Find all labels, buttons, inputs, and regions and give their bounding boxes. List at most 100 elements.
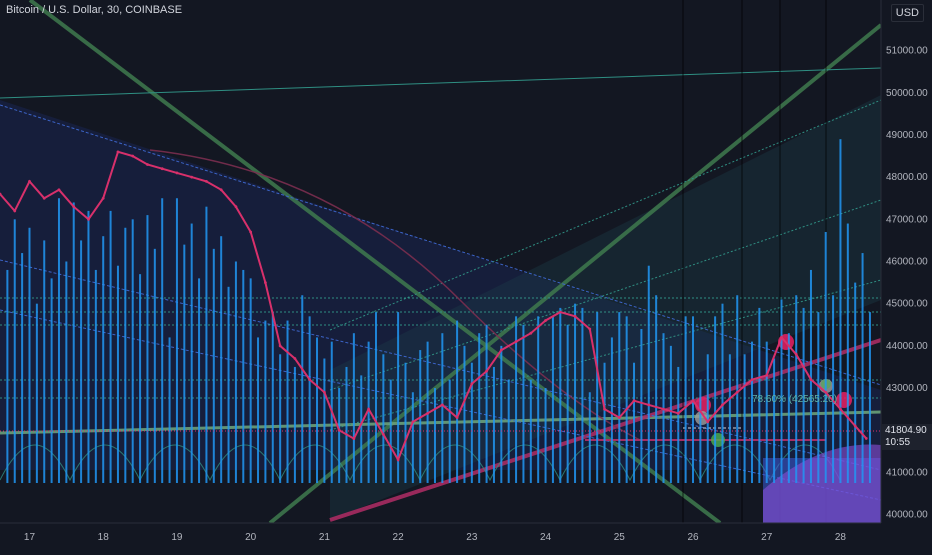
price-point-59 xyxy=(864,437,868,440)
x-tick-label: 23 xyxy=(466,532,478,543)
price-point-41 xyxy=(603,407,606,411)
y-tick-label: 44000.00 xyxy=(886,341,928,352)
y-tick-label: 43000.00 xyxy=(886,383,928,394)
histogram-bar-79 xyxy=(588,392,591,483)
price-point-29 xyxy=(426,411,429,415)
histogram-bar-43 xyxy=(323,358,326,483)
histogram-bar-102 xyxy=(758,307,761,483)
price-point-4 xyxy=(57,188,61,192)
histogram-bar-101 xyxy=(750,341,753,483)
histogram-bar-68 xyxy=(507,379,510,483)
price-point-28 xyxy=(411,420,415,424)
histogram-bar-87 xyxy=(647,265,650,483)
symbol-title[interactable]: Bitcoin / U.S. Dollar, 30, COINBASE xyxy=(6,4,183,16)
y-tick-label: 45000.00 xyxy=(886,299,928,310)
blue-channel-line-1 xyxy=(0,104,882,386)
histogram-bar-27 xyxy=(205,206,208,483)
y-axis[interactable]: 40000.0041000.0042000.0043000.0044000.00… xyxy=(886,46,928,521)
time-axis-background xyxy=(0,523,932,550)
price-point-10 xyxy=(146,163,149,166)
histogram-bar-3 xyxy=(28,227,31,483)
histogram-bar-104 xyxy=(773,358,776,483)
histogram-bar-24 xyxy=(183,244,186,483)
histogram-bar-111 xyxy=(824,231,827,483)
position-box-purple xyxy=(763,444,881,523)
price-point-13 xyxy=(190,175,194,179)
histogram-bar-80 xyxy=(596,312,599,483)
histogram-bar-13 xyxy=(102,236,105,483)
fib-level-label: 78.60% (42565.20) xyxy=(752,394,838,405)
histogram-bar-64 xyxy=(478,333,481,483)
price-point-2 xyxy=(28,179,31,183)
price-point-43 xyxy=(632,399,636,403)
price-point-35 xyxy=(514,340,518,344)
histogram-bar-58 xyxy=(433,388,436,483)
histogram-bar-31 xyxy=(234,261,237,483)
histogram-bar-2 xyxy=(21,253,24,483)
histogram-bar-38 xyxy=(286,320,289,483)
histogram-bar-34 xyxy=(257,337,260,483)
teal-channel-line-3 xyxy=(329,279,882,431)
histogram-bar-4 xyxy=(35,303,38,483)
last-price-countdown: 10:55 xyxy=(885,437,911,448)
price-point-17 xyxy=(249,230,253,234)
histogram-bar-105 xyxy=(780,299,783,483)
histogram-bar-8 xyxy=(65,261,68,483)
histogram-bar-55 xyxy=(411,392,414,483)
x-tick-label: 28 xyxy=(835,532,847,543)
histogram-layer xyxy=(6,139,871,484)
histogram-bar-48 xyxy=(360,375,363,483)
histogram-bar-20 xyxy=(153,248,156,483)
x-axis[interactable]: 17 18 19 20 21 22 23 24 25 26 27 28 xyxy=(24,532,847,543)
x-tick-label: 25 xyxy=(614,532,626,543)
histogram-bar-61 xyxy=(456,320,459,483)
histogram-bar-113 xyxy=(839,139,842,483)
price-point-53 xyxy=(780,336,783,339)
histogram-bar-69 xyxy=(515,316,518,483)
x-tick-label: 19 xyxy=(171,532,183,543)
histogram-bar-63 xyxy=(470,362,473,483)
histogram-bar-60 xyxy=(448,379,451,483)
top-teal-line xyxy=(0,67,882,99)
histogram-bar-39 xyxy=(293,366,296,483)
histogram-bar-10 xyxy=(80,240,83,483)
histogram-bar-6 xyxy=(50,278,53,483)
histogram-bar-66 xyxy=(492,366,495,483)
price-point-48 xyxy=(706,420,710,424)
marker-gray-1 xyxy=(695,411,709,425)
histogram-bar-75 xyxy=(559,307,562,483)
histogram-bar-72 xyxy=(537,316,540,483)
price-point-36 xyxy=(529,331,533,335)
histogram-bar-53 xyxy=(397,312,400,483)
price-point-45 xyxy=(662,407,665,411)
histogram-bar-17 xyxy=(131,219,134,484)
currency-badge[interactable]: USD xyxy=(890,4,924,22)
price-point-49 xyxy=(721,403,724,407)
histogram-bar-110 xyxy=(817,312,820,483)
histogram-bar-76 xyxy=(566,324,569,483)
histogram-bar-115 xyxy=(854,282,857,483)
price-point-25 xyxy=(367,407,371,411)
histogram-bar-91 xyxy=(677,366,680,483)
x-tick-label: 17 xyxy=(24,532,36,543)
price-point-31 xyxy=(455,416,459,419)
histogram-bar-30 xyxy=(227,286,230,483)
histogram-bar-54 xyxy=(404,362,407,483)
histogram-bar-95 xyxy=(706,354,709,483)
price-point-38 xyxy=(558,310,562,314)
price-point-11 xyxy=(160,167,164,171)
histogram-bar-100 xyxy=(743,354,746,483)
histogram-bar-83 xyxy=(618,312,621,483)
ascending-channel-fill xyxy=(330,95,881,520)
histogram-bar-11 xyxy=(87,210,90,484)
histogram-bar-46 xyxy=(345,366,348,483)
histogram-bar-29 xyxy=(220,236,223,483)
price-point-58 xyxy=(853,424,857,428)
histogram-bar-97 xyxy=(721,303,724,483)
histogram-bar-82 xyxy=(610,337,613,483)
histogram-bar-1 xyxy=(13,219,16,484)
histogram-bar-85 xyxy=(633,362,636,483)
price-point-46 xyxy=(676,411,680,415)
